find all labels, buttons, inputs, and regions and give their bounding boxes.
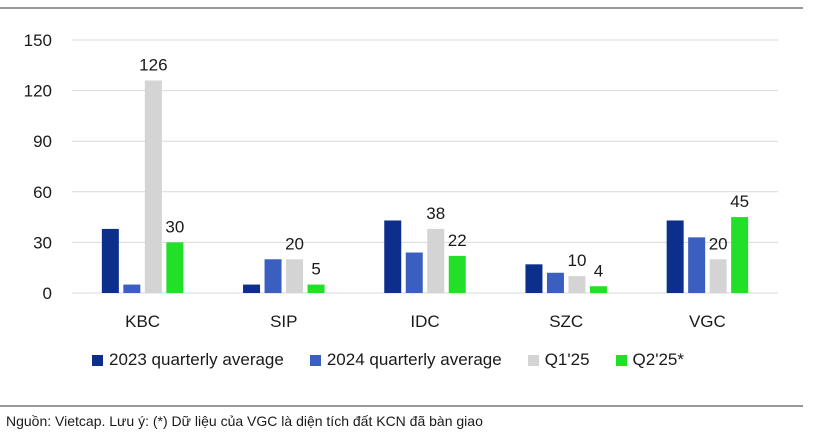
- x-category-label: VGC: [689, 312, 726, 331]
- data-label: 126: [139, 55, 167, 74]
- legend-swatch-q2-25: [615, 354, 627, 366]
- data-label: 30: [165, 217, 184, 236]
- bar-szc-0: [525, 264, 543, 293]
- legend-item: 2023 quarterly average: [92, 350, 284, 370]
- y-tick-label: 30: [33, 233, 52, 252]
- data-label: 45: [730, 192, 749, 211]
- x-axis-categories: KBC SIP IDC SZC VGC: [125, 312, 726, 331]
- legend-item: 2024 quarterly average: [309, 350, 502, 370]
- legend: 2023 quarterly average 2024 quarterly av…: [92, 350, 710, 370]
- bar-idc-2: [427, 228, 445, 293]
- bar-sip-1: [264, 259, 282, 293]
- legend-label-q1-25: Q1'25: [544, 350, 590, 369]
- legend-swatch-2023: [92, 354, 103, 366]
- bar-idc-0: [384, 220, 402, 293]
- legend-label-2023: 2023 quarterly average: [109, 350, 284, 369]
- data-label: 20: [285, 234, 304, 253]
- data-label: 20: [709, 234, 728, 253]
- y-tick-label: 60: [33, 183, 52, 202]
- data-label: 22: [448, 231, 467, 250]
- gridlines: [72, 39, 778, 294]
- data-label: 5: [311, 260, 320, 279]
- legend-swatch-2024: [309, 354, 321, 366]
- legend-item: Q1'25: [527, 350, 590, 370]
- bar-vgc-2: [709, 259, 727, 293]
- y-axis-ticks: 0 30 60 90 120 150: [24, 31, 52, 303]
- bar-vgc-0: [666, 220, 684, 293]
- y-tick-label: 0: [43, 284, 52, 303]
- bar-kbc-0: [101, 228, 119, 293]
- data-label: 38: [426, 204, 445, 223]
- bar-vgc-1: [688, 237, 706, 293]
- bar-kbc-1: [123, 284, 141, 293]
- legend-swatch-q1-25: [527, 354, 539, 366]
- data-label: 4: [594, 261, 603, 280]
- bar-szc-1: [546, 272, 564, 293]
- x-category-label: SIP: [270, 312, 297, 331]
- y-tick-label: 150: [24, 31, 52, 50]
- legend-item: Q2'25*: [615, 350, 684, 370]
- bar-szc-2: [568, 276, 586, 293]
- bar-idc-1: [405, 252, 423, 293]
- legend-label-q2-25: Q2'25*: [632, 350, 684, 369]
- bar-kbc-3: [166, 242, 184, 293]
- bar-idc-3: [448, 255, 466, 293]
- x-category-label: IDC: [410, 312, 439, 331]
- y-tick-label: 90: [33, 132, 52, 151]
- bar-sip-0: [243, 284, 261, 293]
- x-category-label: SZC: [549, 312, 583, 331]
- source-note: Nguồn: Vietcap. Lưu ý: (*) Dữ liệu của V…: [6, 413, 483, 429]
- y-tick-label: 120: [24, 82, 52, 101]
- bar-kbc-2: [144, 80, 162, 293]
- x-category-label: KBC: [125, 312, 160, 331]
- data-label: 10: [567, 251, 586, 270]
- bar-szc-3: [589, 286, 607, 293]
- bars: [101, 80, 749, 293]
- bar-sip-3: [307, 284, 325, 293]
- bar-sip-2: [286, 259, 304, 293]
- bar-vgc-3: [731, 217, 749, 293]
- legend-label-2024: 2024 quarterly average: [326, 350, 502, 369]
